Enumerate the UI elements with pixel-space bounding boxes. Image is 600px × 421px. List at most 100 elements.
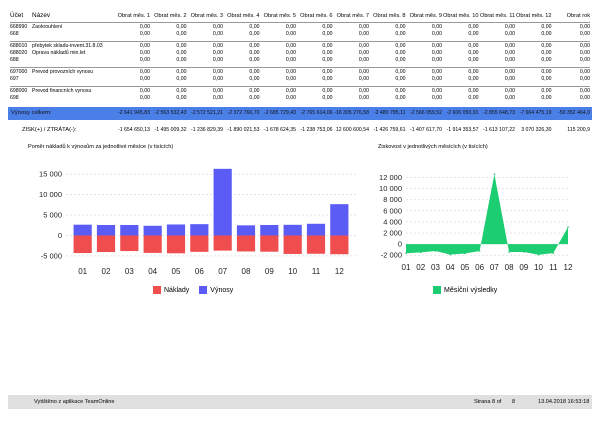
table-body: 668990 Zaokrouhlení 0,00 0,00 0,00 0,00 0,00 0,… bbox=[10, 22, 590, 105]
cell-month-12: 0,00 bbox=[541, 24, 552, 30]
cell-ucet: 688010 bbox=[10, 43, 28, 49]
cell-ucet: 697000 bbox=[10, 69, 28, 75]
vynosy-bar bbox=[96, 225, 116, 236]
cell-month-3: 0,00 bbox=[212, 57, 223, 63]
cell-month-11: 0,00 bbox=[504, 24, 515, 30]
cell-month-9: 0,00 bbox=[431, 57, 442, 63]
y-tick-label: 10 000 bbox=[379, 184, 402, 193]
vynosy-bar bbox=[306, 223, 326, 236]
cell-month-8: 0,00 bbox=[395, 69, 406, 75]
cell-rok: 0,00 bbox=[579, 95, 590, 101]
header-month-7: Obrat měs. 7 bbox=[336, 13, 369, 19]
cell-month-6: 0,00 bbox=[322, 69, 333, 75]
cell-month-8: 0,00 bbox=[395, 43, 406, 49]
cell-month-1: 0,00 bbox=[139, 88, 150, 94]
legend-item-mesicni: Měsíční výsledky bbox=[433, 286, 497, 294]
cell-month-9: 0,00 bbox=[431, 31, 442, 37]
cell-month-5: 0,00 bbox=[285, 31, 296, 37]
cell-month-4: 0,00 bbox=[249, 24, 260, 30]
cell-rok: 0,00 bbox=[579, 88, 590, 94]
cell-month-12: 0,00 bbox=[541, 57, 552, 63]
cell-month-5: 0,00 bbox=[285, 50, 296, 56]
cell-month-4: 0,00 bbox=[249, 50, 260, 56]
y-tick-label: -5 000 bbox=[41, 251, 62, 260]
header-nazev: Název bbox=[32, 12, 51, 19]
profit-point bbox=[493, 173, 496, 176]
cost-revenue-bar-chart: -5 000 0 5 000 10 000 15 000 01 02 03 04 05 06 07 08… bbox=[39, 168, 356, 276]
cell-month-5: 0,00 bbox=[285, 57, 296, 63]
x-tick-label: 11 bbox=[549, 263, 558, 272]
naklady-bar bbox=[330, 235, 349, 255]
y-tick-label: 5 000 bbox=[43, 211, 62, 220]
cell-month-10: 0,00 bbox=[468, 57, 479, 63]
naklady-bar bbox=[236, 235, 256, 252]
x-tick-label: 07 bbox=[490, 263, 499, 272]
total-month-7: -16 305 276,58 bbox=[334, 110, 369, 116]
cell-month-4: 0,00 bbox=[249, 76, 260, 82]
legend-label-mesicni: Měsíční výsledky bbox=[444, 286, 498, 294]
legend-label-naklady: Náklady bbox=[164, 286, 190, 294]
table-row: 688 0,00 0,00 0,00 0,00 0,00 0,00 0,00 0,00 0,00 0… bbox=[10, 57, 590, 64]
total-month-5: -2 685 729,43 bbox=[263, 110, 296, 116]
cell-month-7: 0,00 bbox=[358, 88, 369, 94]
print-footer: Vytištěno z aplikace TeamOnline Strana 8… bbox=[8, 395, 592, 409]
header-month-11: Obrat měs. 11 bbox=[479, 13, 515, 19]
table-row: 698 0,00 0,00 0,00 0,00 0,00 0,00 0,00 0,00 0,00 0… bbox=[10, 95, 590, 102]
cell-month-6: 0,00 bbox=[322, 31, 333, 37]
cell-month-5: 0,00 bbox=[285, 95, 296, 101]
x-tick-label: 12 bbox=[335, 267, 344, 276]
vynosy-bar bbox=[190, 224, 209, 236]
cell-rok: 0,00 bbox=[579, 31, 590, 37]
vynosy-bar bbox=[213, 168, 232, 236]
cell-month-10: 0,00 bbox=[468, 31, 479, 37]
account-group: 668990 Zaokrouhlení 0,00 0,00 0,00 0,00 0,00 0,… bbox=[10, 22, 590, 41]
y-tick-label: -2 000 bbox=[381, 251, 402, 260]
cell-month-4: 0,00 bbox=[249, 95, 260, 101]
footer-datetime: 13.04.2018 16:53:18 bbox=[538, 399, 590, 405]
naklady-bar bbox=[166, 235, 186, 254]
cell-month-1: 0,00 bbox=[139, 31, 150, 37]
cell-month-6: 0,00 bbox=[322, 50, 333, 56]
cell-month-10: 0,00 bbox=[468, 24, 479, 30]
cell-month-7: 0,00 bbox=[358, 69, 369, 75]
cell-month-10: 0,00 bbox=[468, 69, 479, 75]
table-row: 697000 Prevod provozních vynosu 0,00 0,00 0,… bbox=[10, 69, 590, 76]
cell-month-4: 0,00 bbox=[249, 43, 260, 49]
cell-month-5: 0,00 bbox=[285, 24, 296, 30]
cell-month-2: 0,00 bbox=[176, 88, 187, 94]
header-month-10: Obrat měs. 10 bbox=[443, 13, 479, 19]
profit-point bbox=[478, 250, 481, 252]
naklady-bar bbox=[213, 235, 232, 251]
vynosy-bar bbox=[143, 225, 162, 236]
cell-month-6: 0,00 bbox=[322, 43, 333, 49]
header-month-8: Obrat měs. 8 bbox=[373, 13, 406, 19]
cell-month-8: 0,00 bbox=[395, 76, 406, 82]
vynosy-bar bbox=[166, 224, 186, 236]
profit-area bbox=[406, 174, 568, 255]
vynosy-bar bbox=[236, 225, 256, 236]
x-tick-label: 09 bbox=[519, 263, 528, 272]
profit-month-3: -1 236 829,39 bbox=[190, 127, 223, 133]
cell-month-7: 0,00 bbox=[358, 31, 369, 37]
cell-month-5: 0,00 bbox=[285, 88, 296, 94]
cell-nazev: Prevod provozních vynosu bbox=[32, 69, 94, 75]
vynosy-bar bbox=[73, 224, 92, 236]
cell-ucet: 698 bbox=[10, 95, 19, 101]
cell-month-12: 0,00 bbox=[541, 69, 552, 75]
x-tick-label: 03 bbox=[431, 263, 440, 272]
naklady-bar bbox=[96, 235, 116, 253]
cell-month-2: 0,00 bbox=[176, 76, 187, 82]
cell-rok: 0,00 bbox=[579, 24, 590, 30]
table-row: 698000 Prevod financních vynosu 0,00 0,00 0,… bbox=[10, 88, 590, 95]
cell-month-6: 0,00 bbox=[322, 24, 333, 30]
profit-month-1: -1 654 650,13 bbox=[117, 127, 150, 133]
x-tick-label: 02 bbox=[416, 263, 425, 272]
profit-month-12: 3 070 326,30 bbox=[521, 127, 552, 133]
cell-month-4: 0,00 bbox=[249, 31, 260, 37]
cell-month-3: 0,00 bbox=[212, 88, 223, 94]
x-tick-label: 01 bbox=[402, 263, 411, 272]
profit-month-4: -1 890 021,53 bbox=[227, 127, 260, 133]
cell-ucet: 698000 bbox=[10, 88, 28, 94]
legend-label-vynosy: Výnosy bbox=[210, 286, 234, 294]
cell-month-9: 0,00 bbox=[431, 24, 442, 30]
